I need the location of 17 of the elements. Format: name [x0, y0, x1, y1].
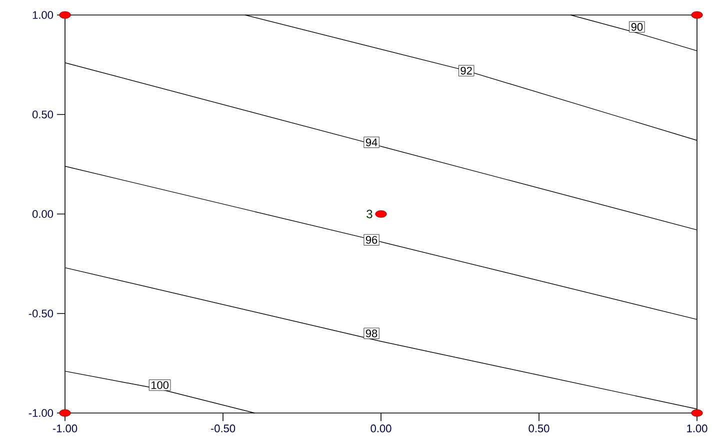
annotation: 96 [366, 236, 378, 244]
x-tick-label: 1.00 [687, 424, 708, 432]
y-tick-label: -1.00 [28, 409, 54, 417]
y-tick-label: 1.00 [32, 11, 54, 19]
annotation: 94 [366, 138, 378, 146]
x-tick-label: -0.50 [210, 424, 236, 432]
y-tick-label: 0.50 [32, 110, 54, 118]
annotation: 98 [366, 330, 378, 338]
annotation: 3 [366, 210, 372, 218]
y-tick-label: 0.00 [32, 210, 54, 218]
annotation: 100 [151, 381, 169, 390]
x-tick-label: 0.00 [370, 424, 392, 432]
y-tick-label: -0.50 [28, 310, 54, 318]
annotation: 92 [460, 66, 472, 75]
annotation: 90 [631, 23, 643, 31]
x-tick-label: 0.50 [528, 424, 550, 432]
x-tick-label: -1.00 [52, 424, 78, 432]
